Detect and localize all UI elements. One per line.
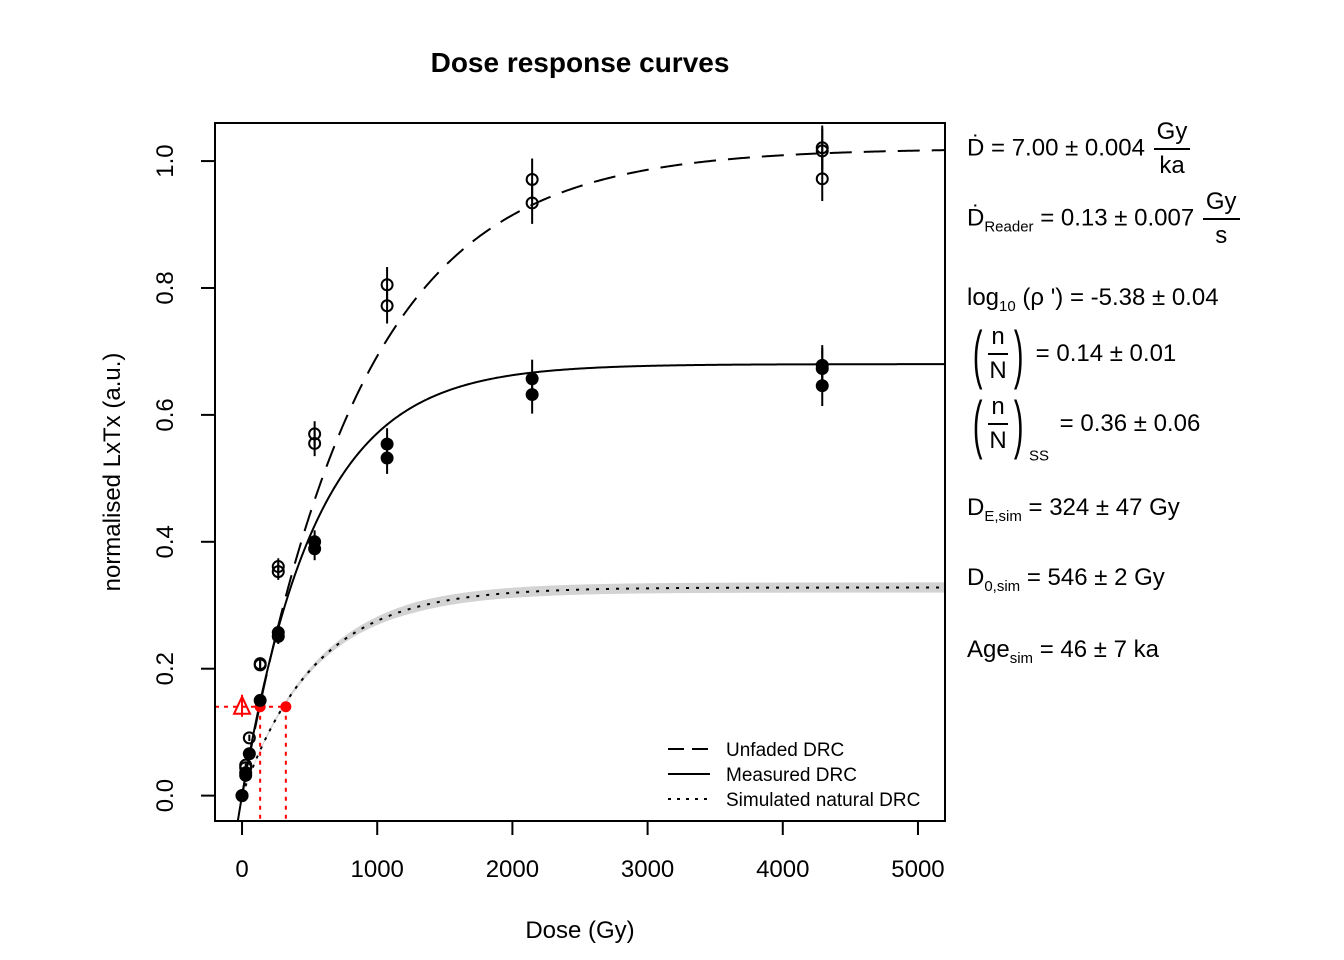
unfaded-point <box>380 299 394 313</box>
dose-rate-annotation: Ḋ = 7.00 ± 0.004 Gy ka <box>967 118 1192 180</box>
nN-ss-num: n <box>988 393 1008 425</box>
legend-label: Measured DRC <box>726 765 857 786</box>
measured-point <box>815 379 829 393</box>
y-tick-label: 0.6 <box>152 398 179 431</box>
nN-ss-paren: ( n N ) <box>967 392 1029 456</box>
nN-num: n <box>988 323 1008 355</box>
age-sim-annotation: Agesim = 46 ± 7 ka <box>967 636 1159 667</box>
measured-point <box>308 542 322 556</box>
nN-ss-annotation: ( n N ) SS = 0.36 ± 0.06 <box>967 392 1200 464</box>
unfaded-point <box>308 436 322 450</box>
nN-paren: ( n N ) <box>967 322 1029 386</box>
nN-right-paren: ) <box>1013 318 1024 390</box>
rho-prefix: log <box>967 284 1000 311</box>
x-tick-label: 1000 <box>351 856 404 883</box>
reader-rate-sub: Reader <box>984 218 1034 236</box>
x-axis-label: Dose (Gy) <box>525 917 634 944</box>
nN-ss-right-paren: ) <box>1013 388 1024 460</box>
de-sim-symbol: D <box>967 494 985 521</box>
y-tick-label: 0.8 <box>152 271 179 304</box>
dose-rate-unit: Gy ka <box>1153 118 1191 180</box>
dose-rate-unit-num: Gy <box>1153 118 1191 150</box>
d0-sim-annotation: D0,sim = 546 ± 2 Gy <box>967 564 1165 595</box>
nN-ss-left-paren: ( <box>972 388 983 460</box>
legend-label: Unfaded DRC <box>726 740 844 761</box>
nN-annotation: ( n N ) = 0.14 ± 0.01 <box>967 322 1176 386</box>
nN-ss-fraction: n N <box>988 393 1008 455</box>
x-tick-label: 0 <box>235 856 248 883</box>
y-tick-label: 1.0 <box>152 144 179 177</box>
rho-sub: 10 <box>999 298 1016 315</box>
nN-den: N <box>989 357 1007 384</box>
x-tick-label: 5000 <box>891 856 944 883</box>
legend-label: Simulated natural DRC <box>726 790 920 811</box>
d0-sim-value: = 546 ± 2 Gy <box>1020 564 1165 591</box>
nN-value: = 0.14 ± 0.01 <box>1035 340 1177 367</box>
chart-title: Dose response curves <box>431 47 730 78</box>
d0-sim-sub: 0,sim <box>984 578 1021 595</box>
de-sim-sub: E,sim <box>984 508 1022 525</box>
measured-point <box>242 747 256 761</box>
x-tick-label: 3000 <box>621 856 674 883</box>
rho-annotation: log10 (ρ ') = -5.38 ± 0.04 <box>967 284 1219 315</box>
nN-ss-sub: SS <box>1028 447 1049 465</box>
unfaded-point <box>271 565 285 579</box>
simulated-de-point <box>280 701 292 713</box>
measured-point <box>239 768 253 782</box>
x-tick-label: 4000 <box>756 856 809 883</box>
nN-fraction: n N <box>988 323 1008 385</box>
reader-rate-symbol: Ḋ <box>967 204 985 232</box>
measured-point <box>253 693 267 707</box>
unfaded-point <box>242 731 256 745</box>
curve-simulated-natural-drc <box>241 586 945 796</box>
dose-rate-value: = 7.00 ± 0.004 <box>991 134 1145 162</box>
nN-ss-value: = 0.36 ± 0.06 <box>1059 410 1201 437</box>
dose-rate-unit-den: ka <box>1159 152 1185 179</box>
measured-point <box>235 789 249 803</box>
nN-left-paren: ( <box>972 318 983 390</box>
reader-rate-value: = 0.13 ± 0.007 <box>1040 204 1195 232</box>
age-sim-value: = 46 ± 7 ka <box>1033 636 1159 663</box>
curve-unfaded-drc <box>241 149 945 796</box>
reader-rate-unit-num: Gy <box>1202 188 1240 220</box>
reader-rate-unit-den: s <box>1215 222 1228 249</box>
de-sim-annotation: DE,sim = 324 ± 47 Gy <box>967 494 1180 525</box>
y-tick-label: 0.4 <box>152 525 179 558</box>
reader-dose-rate-annotation: ḊReader = 0.13 ± 0.007 Gy s <box>967 188 1242 250</box>
unfaded-point <box>525 196 539 210</box>
unfaded-point <box>815 172 829 186</box>
dose-rate-symbol: Ḋ <box>967 134 985 162</box>
d0-sim-symbol: D <box>967 564 985 591</box>
x-tick-label: 2000 <box>486 856 539 883</box>
reader-rate-unit: Gy s <box>1202 188 1240 250</box>
y-axis-label: normalised LxTx (a.u.) <box>99 353 126 592</box>
unfaded-point <box>815 144 829 158</box>
measured-point <box>271 629 285 643</box>
de-sim-value: = 324 ± 47 Gy <box>1021 494 1180 521</box>
nN-ss-den: N <box>989 427 1007 454</box>
y-tick-label: 0.2 <box>152 652 179 685</box>
age-sim-sub: sim <box>1009 650 1034 667</box>
plot-frame <box>214 122 946 822</box>
y-tick-label: 0.0 <box>152 779 179 812</box>
unfaded-point <box>253 658 267 672</box>
rho-value: (ρ ') = -5.38 ± 0.04 <box>1015 284 1219 311</box>
age-sim-symbol: Age <box>967 636 1010 663</box>
measured-point <box>525 388 539 402</box>
measured-point <box>380 451 394 465</box>
